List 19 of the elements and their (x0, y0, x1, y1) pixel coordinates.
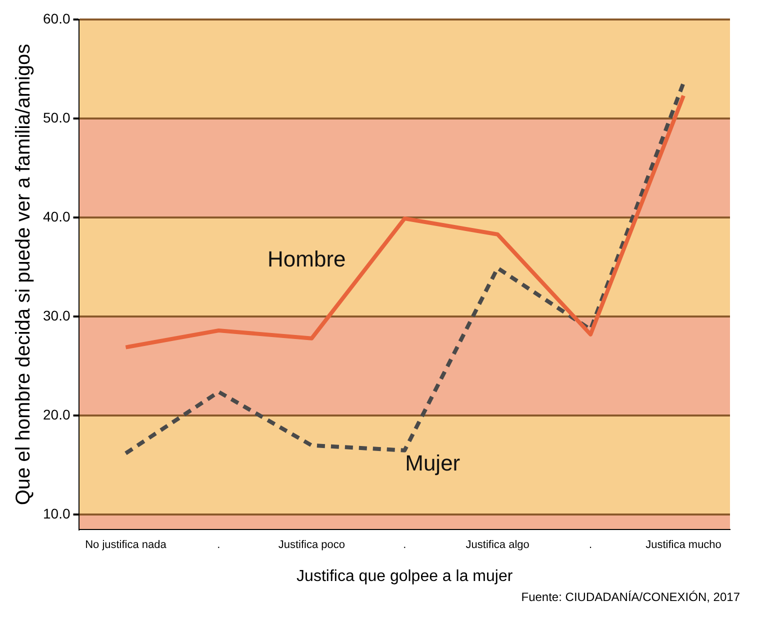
series-label: Mujer (405, 450, 460, 476)
source-note: Fuente: CIUDADANÍA/CONEXIÓN, 2017 (520, 590, 741, 604)
series-label: Hombre (268, 246, 346, 272)
line-series (124, 80, 686, 456)
y-axis-title: Que el hombre decida si puede ver a familia/amigos (12, 44, 35, 506)
y-tick-label: 40.0 (43, 208, 70, 224)
y-tick-label: 50.0 (43, 109, 70, 126)
x-tick-label: . (217, 539, 220, 552)
x-tick-label: Justifica algo (466, 539, 530, 552)
x-tick-label: . (589, 539, 592, 552)
y-tick-label: 30.0 (43, 307, 70, 324)
y-tick-label: 20.0 (43, 406, 70, 423)
x-tick-label: . (403, 539, 406, 552)
x-tick-label: Justifica poco (278, 539, 345, 552)
x-tick-label: Justifica mucho (646, 539, 722, 552)
y-tick-label: 60.0 (43, 10, 70, 26)
x-tick-label: No justifica nada (85, 539, 168, 552)
x-axis-title: Justifica que golpee a la mujer (296, 568, 514, 585)
y-tick-label: 10.0 (43, 506, 70, 522)
